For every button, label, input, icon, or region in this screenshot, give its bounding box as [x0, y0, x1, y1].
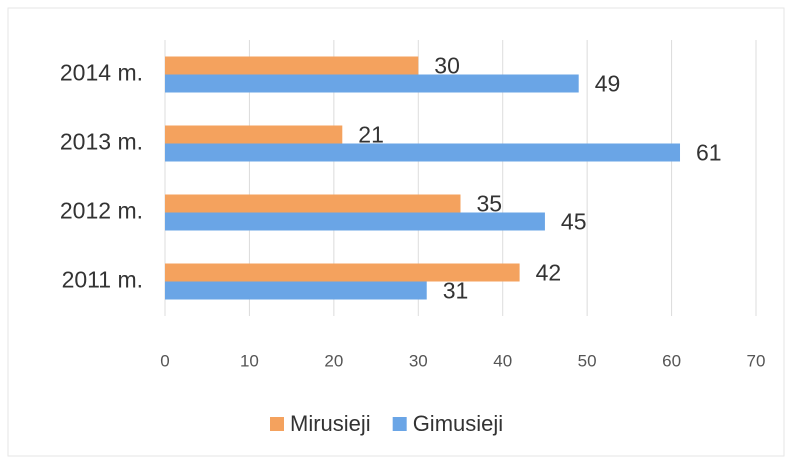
bar: [165, 74, 579, 93]
data-label: 30: [434, 53, 460, 79]
bar: [165, 263, 520, 282]
bar: [165, 125, 343, 144]
x-tick-label: 60: [662, 351, 681, 370]
bar: [165, 56, 419, 75]
data-label: 49: [595, 71, 621, 97]
bar: [165, 212, 545, 231]
data-label: 42: [536, 260, 562, 286]
legend-label: Gimusieji: [413, 411, 503, 436]
legend-label: Mirusieji: [290, 411, 371, 436]
data-label: 61: [696, 140, 722, 166]
x-tick-label: 10: [240, 351, 259, 370]
y-tick-label: 2013 m.: [60, 129, 143, 155]
x-tick-label: 20: [324, 351, 343, 370]
y-tick-label: 2011 m.: [62, 267, 143, 293]
x-tick-label: 40: [493, 351, 512, 370]
x-tick-label: 70: [747, 351, 766, 370]
bar: [165, 194, 461, 213]
data-label: 31: [443, 278, 469, 304]
y-tick-label: 2014 m.: [60, 60, 143, 86]
data-label: 45: [561, 209, 587, 235]
data-label: 35: [477, 191, 503, 217]
x-tick-label: 50: [578, 351, 597, 370]
data-label: 21: [358, 122, 384, 148]
bar: [165, 281, 427, 300]
x-tick-label: 0: [160, 351, 169, 370]
legend-swatch: [392, 417, 407, 431]
bar: [165, 143, 681, 162]
x-tick-label: 30: [409, 351, 428, 370]
legend-swatch: [270, 417, 284, 431]
y-tick-label: 2012 m.: [60, 198, 143, 224]
